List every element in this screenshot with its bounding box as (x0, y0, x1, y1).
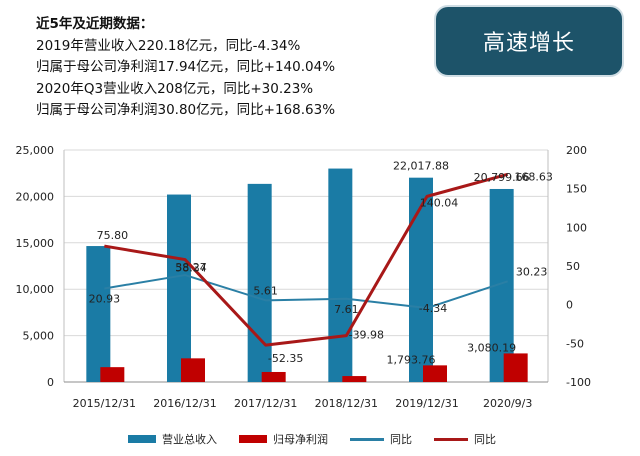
profit-bar (261, 371, 286, 382)
revenue-bar (167, 194, 191, 382)
legend-swatch-revenue-yoy (350, 437, 384, 441)
summary-line-3: 2020年Q3营业收入208亿元，同比+30.23% (36, 80, 314, 97)
x-axis-tick-label: 2016/12/31 (153, 397, 216, 410)
revenue-bar (489, 188, 514, 382)
profit-yoy-data-label: 140.04 (420, 196, 459, 209)
profit-yoy-data-label: -52.35 (268, 352, 303, 365)
legend-swatch-profit (239, 435, 267, 443)
profit-bar-label: 1,793.76 (387, 353, 436, 366)
right-axis-tick-label: 0 (566, 299, 573, 312)
left-axis-tick-label: 15,000 (16, 237, 55, 250)
legend-item-profit: 归母净利润 (239, 431, 328, 447)
x-axis-tick-label: 2015/12/31 (73, 397, 136, 410)
right-axis-tick-label: 50 (566, 260, 580, 273)
profit-yoy-data-label: 75.80 (97, 229, 129, 242)
revenue-yoy-data-label: 5.61 (253, 284, 278, 297)
revenue-yoy-data-label: -4.34 (419, 302, 447, 315)
revenue-yoy-data-label: 7.61 (334, 303, 359, 316)
profit-bar (503, 353, 528, 382)
legend-item-revenue-yoy: 同比 (350, 431, 412, 447)
legend-label-profit: 归母净利润 (273, 433, 328, 446)
left-axis-tick-label: 10,000 (16, 283, 55, 296)
profit-bar (181, 358, 205, 382)
profit-yoy-data-label: 168.63 (514, 170, 553, 183)
summary-line-1: 2019年营业收入220.18亿元，同比-4.34% (36, 37, 301, 54)
chart-legend: 营业总收入 归母净利润 同比 同比 (128, 429, 518, 449)
x-axis-tick-label: 2017/12/31 (234, 397, 297, 410)
summary-line-2: 归属于母公司净利润17.94亿元，同比+140.04% (36, 59, 336, 75)
legend-item-profit-yoy: 同比 (434, 431, 496, 447)
right-axis-tick-label: 100 (566, 221, 587, 234)
profit-bar (100, 367, 125, 382)
right-axis-tick-label: -50 (566, 337, 584, 350)
profit-yoy-line (104, 172, 509, 347)
right-axis-tick-label: 200 (566, 144, 587, 157)
summary-heading: 近5年及近期数据： (36, 16, 154, 32)
legend-item-revenue: 营业总收入 (128, 431, 217, 447)
legend-swatch-profit-yoy (434, 437, 468, 441)
revenue-yoy-data-label: 30.23 (516, 265, 548, 278)
profit-yoy-data-label: 58.34 (175, 262, 207, 275)
summary-text: 近5年及近期数据： 2019年营业收入220.18亿元，同比-4.34% 归属于… (36, 14, 416, 122)
right-axis-tick-label: -100 (566, 376, 591, 389)
left-axis-tick-label: 5,000 (23, 330, 55, 343)
left-axis-tick-label: 25,000 (16, 144, 55, 157)
legend-label-revenue: 营业总收入 (162, 433, 217, 446)
revenue-bar-label: 20,799.66 (474, 171, 530, 184)
summary-line-4: 归属于母公司净利润30.80亿元，同比+168.63% (36, 102, 336, 118)
left-axis-tick-label: 0 (47, 376, 54, 389)
x-axis-tick-label: 2020/9/3 (483, 397, 532, 410)
revenue-yoy-data-label: 38.27 (175, 261, 207, 274)
legend-label-revenue-yoy: 同比 (390, 433, 412, 446)
left-axis-tick-label: 20,000 (16, 190, 55, 203)
growth-badge: 高速增长 (434, 5, 624, 77)
legend-swatch-revenue (128, 435, 156, 443)
revenue-yoy-line (104, 274, 508, 310)
profit-yoy-data-label: -39.98 (349, 329, 384, 342)
x-axis-tick-label: 2019/12/31 (395, 397, 458, 410)
revenue-bar (86, 246, 111, 382)
revenue-yoy-data-label: 20.93 (89, 292, 121, 305)
revenue-bar (328, 168, 353, 382)
revenue-bar-label: 22,017.88 (393, 160, 449, 173)
profit-bar (342, 376, 367, 382)
x-axis-tick-label: 2018/12/31 (315, 397, 378, 410)
right-axis-tick-label: 150 (566, 183, 587, 196)
profit-bar-label: 3,080.19 (467, 341, 516, 354)
revenue-bar (409, 177, 433, 382)
legend-label-profit-yoy: 同比 (474, 433, 496, 446)
revenue-bar (247, 183, 272, 382)
profit-bar (423, 365, 447, 382)
